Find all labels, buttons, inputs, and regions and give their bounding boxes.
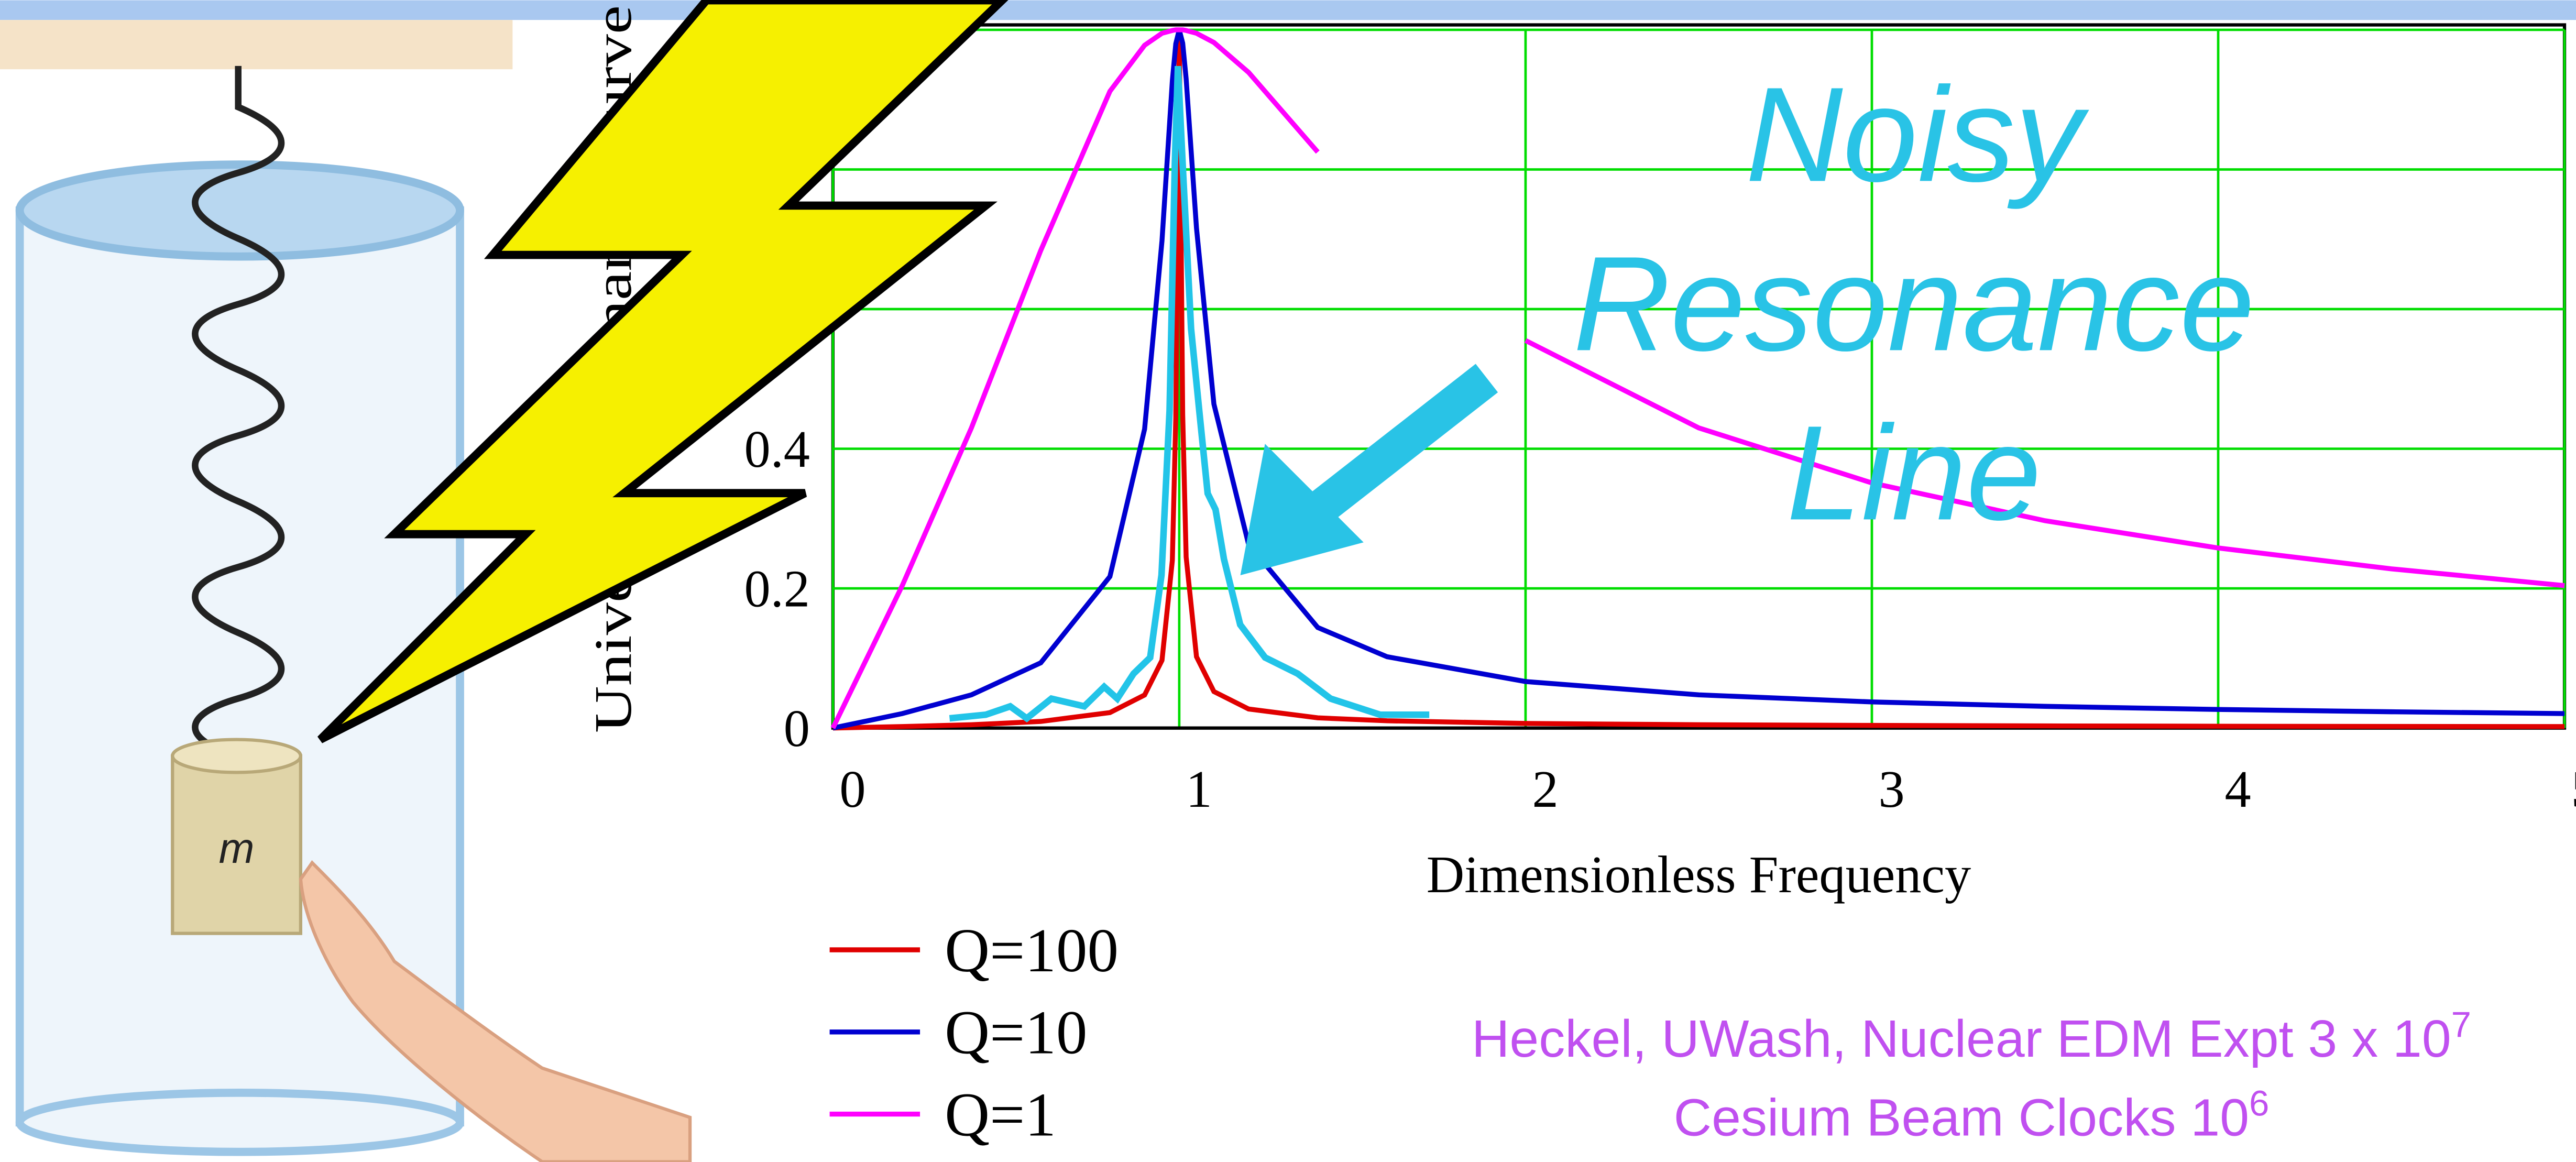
- label-box: [0, 20, 513, 70]
- spring: [192, 65, 284, 759]
- x-tick-label: 5: [2571, 760, 2576, 818]
- cylinder-base: [15, 1088, 464, 1156]
- illustration: m: [15, 65, 692, 1162]
- y-tick-label: 0: [784, 699, 810, 758]
- series-line: [832, 29, 2565, 731]
- x-tick-label: 1: [1186, 760, 1212, 818]
- x-tick-label: 4: [2225, 760, 2251, 818]
- footnote: Cesium Beam Clocks 106: [1674, 1083, 2270, 1147]
- mass-body: [171, 754, 302, 935]
- mass-top: [171, 738, 302, 774]
- notes: Noisy Resonance Line: [1240, 59, 2255, 576]
- x-axis-label: Dimensionless Frequency: [1427, 846, 1971, 904]
- cylinder-top: [15, 160, 464, 261]
- legend-label: Q=100: [945, 916, 1119, 985]
- x-tick-label: 0: [839, 760, 865, 818]
- y-tick-label: 0.2: [744, 560, 810, 618]
- legend-label: Q=1: [945, 1080, 1056, 1149]
- x-tick-label: 3: [1879, 760, 1905, 818]
- annotation-text: Noisy: [1746, 59, 2091, 210]
- annotation-text: Line: [1786, 398, 2041, 548]
- mass-label: m: [219, 825, 255, 872]
- footnote: Heckel, UWash, Nuclear EDM Expt 3 x 107: [1472, 1004, 2471, 1068]
- x-tick-label: 2: [1532, 760, 1558, 818]
- plot-frame: [831, 23, 2567, 730]
- annotation-text: Resonance: [1573, 228, 2255, 379]
- noisy-line: [949, 65, 1430, 723]
- y-tick-label: 0.4: [744, 420, 810, 478]
- arrow-shaft: [1303, 364, 1498, 528]
- footnote-text: Heckel, UWash, Nuclear EDM Expt 3 x 10: [1472, 1010, 2451, 1068]
- lightning-bolt: [317, 0, 1009, 743]
- legend-label: Q=10: [945, 998, 1087, 1067]
- series-line: [830, 27, 2565, 729]
- top-bar: [0, 0, 2576, 20]
- hand: [299, 860, 692, 1162]
- arrow-head: [1240, 444, 1364, 576]
- footnote-superscript: 7: [2451, 1004, 2471, 1045]
- plot: 00.20.40.60.81012345Dimensionless Freque…: [584, 1, 2576, 1149]
- series-line: [832, 29, 2565, 731]
- footnote-superscript: 6: [2249, 1083, 2269, 1124]
- footnote-text: Cesium Beam Clocks 10: [1674, 1088, 2249, 1147]
